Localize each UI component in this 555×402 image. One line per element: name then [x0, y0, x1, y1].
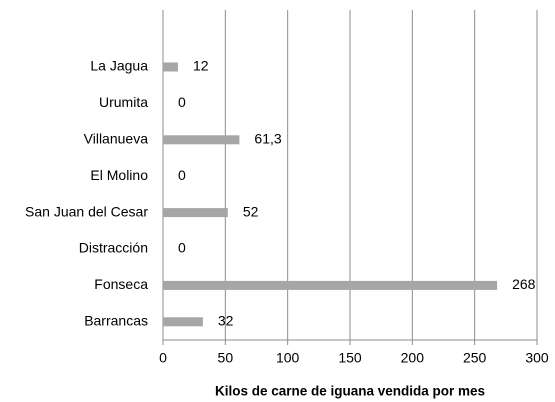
x-tick-label: 300 [525, 350, 549, 366]
x-axis-label: Kilos de carne de iguana vendida por mes [215, 384, 485, 399]
y-tick-label: San Juan del Cesar [25, 203, 148, 219]
bar [163, 280, 498, 290]
y-tick-label: Villanueva [84, 131, 149, 147]
x-tick-label: 250 [463, 350, 487, 366]
x-tick-label: 200 [401, 350, 425, 366]
y-tick-label: La Jagua [90, 58, 148, 74]
value-label: 0 [178, 167, 186, 183]
x-tick-label: 100 [276, 350, 300, 366]
bar [163, 135, 240, 145]
bar [163, 317, 203, 327]
y-tick-label: Urumita [99, 94, 148, 110]
y-tick-label: Distracción [79, 240, 148, 256]
y-tick-label: El Molino [90, 167, 148, 183]
x-tick-label: 150 [338, 350, 362, 366]
value-label: 0 [178, 94, 186, 110]
bar [163, 208, 228, 218]
value-label: 52 [243, 203, 259, 219]
bar [163, 62, 178, 72]
y-tick-label: Barrancas [84, 313, 148, 329]
x-tick-label: 0 [159, 350, 167, 366]
x-tick-label: 50 [218, 350, 234, 366]
value-label: 61,3 [254, 131, 281, 147]
value-label: 12 [193, 58, 209, 74]
value-label: 268 [512, 276, 536, 292]
y-tick-label: Fonseca [94, 276, 148, 292]
value-label: 32 [218, 313, 234, 329]
value-label: 0 [178, 240, 186, 256]
